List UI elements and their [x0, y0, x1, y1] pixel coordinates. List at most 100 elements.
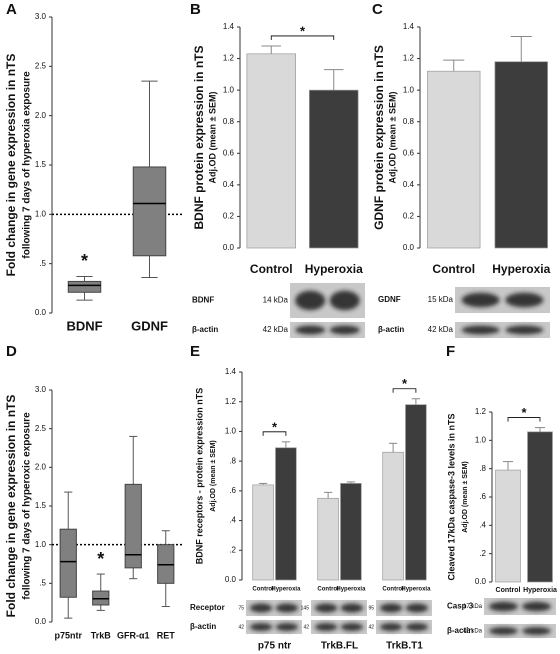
- y-tick-label: 1.4: [403, 22, 415, 31]
- legend-label: Control: [317, 587, 339, 593]
- blot-band: [275, 603, 299, 613]
- box: [67, 280, 102, 293]
- y-axis-subtitle: following 7 days of hyperoxia exposure: [22, 71, 33, 259]
- y-tick-label: 3.0: [35, 12, 47, 21]
- y-tick-label: 0.8: [223, 117, 235, 126]
- bar: [317, 497, 339, 581]
- y-tick-label: 0.0: [223, 243, 235, 252]
- y-tick-label: 1.0: [225, 427, 237, 436]
- y-tick-label: 1.0: [223, 85, 235, 94]
- y-tick-label: 1.2: [223, 54, 235, 63]
- legend-label: Control: [252, 587, 274, 593]
- blot-marker: 95: [368, 605, 374, 611]
- panel-letter: B: [190, 1, 201, 18]
- bar: [495, 469, 521, 583]
- y-tick-label: 1.0: [475, 435, 487, 444]
- bar: [405, 404, 427, 581]
- legend-label: Hyperoxia: [271, 587, 301, 593]
- x-tick-label: GFR-α1: [117, 630, 150, 640]
- y-tick-label: 0.0: [35, 617, 47, 626]
- x-tick-label: RET: [157, 630, 176, 640]
- y-axis-title: BDNF receptors - protein expression nTS: [194, 388, 204, 565]
- y-tick-label: 1.2: [475, 407, 487, 416]
- box: [132, 166, 167, 257]
- blot-label: Casp 3: [447, 602, 474, 611]
- bar: [494, 61, 548, 249]
- blot-band: [329, 325, 360, 335]
- panel-letter: F: [446, 343, 455, 360]
- blot-band: [405, 603, 429, 613]
- blot-band: [405, 623, 429, 631]
- x-tick-label: TrkB.FL: [321, 641, 358, 652]
- blot-band: [505, 325, 544, 335]
- significance: *: [97, 549, 104, 569]
- y-axis-subtitle: Adj.OD (mean ± SEM): [210, 440, 217, 512]
- legend-label: Hyperoxia: [336, 587, 366, 593]
- blot-band: [461, 325, 500, 335]
- blot-band: [489, 601, 518, 612]
- x-tick-label: Control: [250, 262, 293, 276]
- y-axis-title: Fold change in gene expression in nTS: [4, 395, 18, 618]
- y-tick-label: 0.0: [475, 577, 487, 586]
- y-tick-label: 2.0: [35, 111, 47, 120]
- blot-band: [522, 601, 551, 612]
- blot-label: GDNF: [378, 295, 401, 304]
- panel-letter: C: [372, 1, 383, 18]
- y-tick-label: 0.4: [223, 180, 235, 189]
- x-tick-label: TrkB: [91, 630, 112, 640]
- y-tick-label: 0.2: [223, 212, 235, 221]
- y-tick-label: 0.0: [225, 575, 237, 584]
- y-tick-label: 0.2: [403, 212, 415, 221]
- x-tick-label: GDNF: [131, 318, 168, 333]
- x-tick-label: Hyperoxia: [492, 262, 550, 276]
- y-tick-label: 0.8: [403, 117, 415, 126]
- blot-band: [461, 292, 500, 308]
- x-tick-label: p75 ntr: [258, 641, 291, 652]
- y-tick-label: 1.5: [35, 160, 47, 169]
- y-tick-label: 0.6: [403, 148, 415, 157]
- bar: [340, 483, 362, 581]
- bar: [427, 70, 481, 249]
- x-tick-label: BDNF: [66, 318, 102, 333]
- blot-band: [340, 603, 364, 613]
- blot-marker: 75: [238, 605, 244, 611]
- significance: *: [300, 23, 306, 38]
- x-tick-label: Hyperoxia: [523, 587, 557, 594]
- legend-label: Control: [382, 587, 404, 593]
- blot-band: [314, 623, 338, 631]
- y-tick-label: .8: [229, 456, 236, 465]
- y-axis-subtitle: Adj.OD (mean ± SEM): [387, 92, 397, 184]
- x-tick-label: Hyperoxia: [305, 262, 363, 276]
- blot-band: [295, 325, 326, 335]
- bar: [246, 53, 296, 249]
- bar: [527, 431, 553, 583]
- blot-marker: 42 kDa: [463, 629, 483, 635]
- box: [157, 544, 175, 584]
- blot-band: [295, 290, 326, 311]
- blot-band: [340, 623, 364, 631]
- y-tick-label: 2.0: [35, 462, 47, 471]
- y-tick-label: 1.0: [35, 540, 47, 549]
- y-tick-label: .6: [479, 492, 486, 501]
- blot-marker: 42: [303, 624, 309, 630]
- y-axis-subtitle: Adj.OD (mean ± SEM): [207, 92, 217, 184]
- y-tick-label: .2: [479, 549, 486, 558]
- box: [92, 590, 110, 606]
- blot-band: [379, 603, 403, 613]
- blot-marker: 14 kDa: [263, 296, 289, 305]
- y-tick-label: .5: [39, 578, 46, 587]
- blot-band: [505, 292, 544, 308]
- blot-band: [275, 623, 299, 631]
- blot-band: [329, 290, 360, 311]
- blot-label: β-actin: [378, 325, 404, 334]
- y-tick-label: 1.4: [225, 367, 237, 376]
- blot-label: BDNF: [192, 296, 214, 305]
- y-tick-label: .6: [229, 486, 236, 495]
- y-axis-title: BDNF protein expression in nTS: [192, 45, 206, 229]
- y-tick-label: 0.0: [35, 308, 47, 317]
- blot-marker: 42: [368, 624, 374, 630]
- y-tick-label: 1.0: [403, 85, 415, 94]
- y-tick-label: .5: [39, 259, 46, 268]
- panel-letter: A: [6, 1, 17, 18]
- box: [59, 528, 77, 598]
